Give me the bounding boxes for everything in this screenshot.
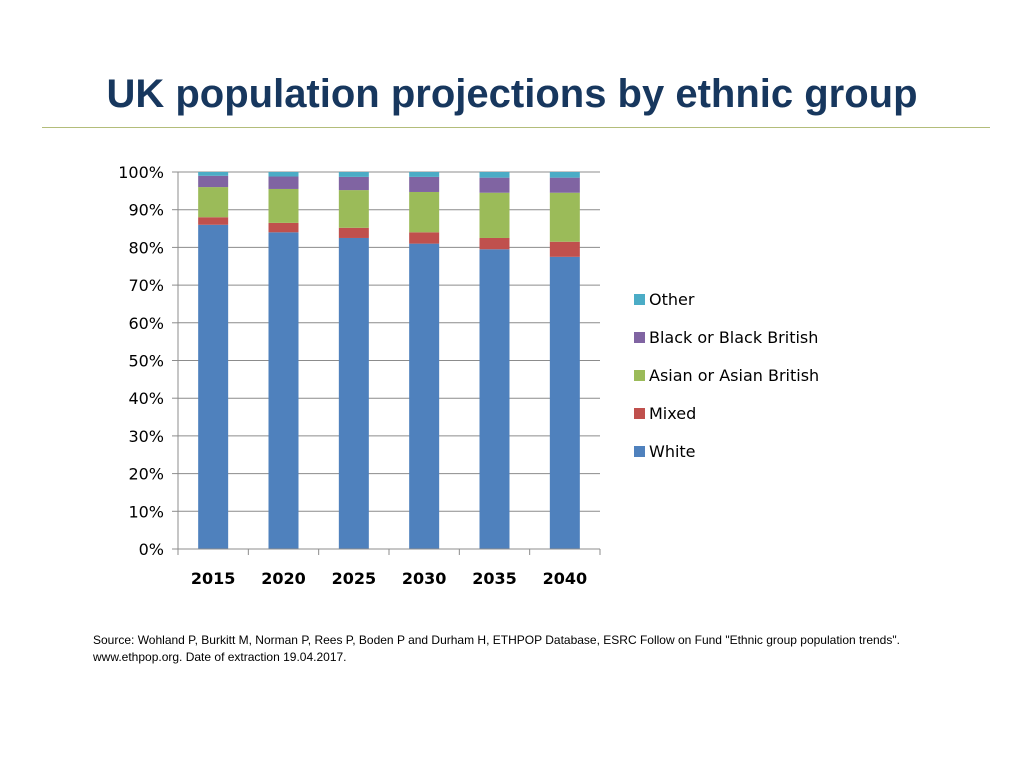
y-tick-label: 30% xyxy=(128,427,164,446)
source-citation: Source: Wohland P, Burkitt M, Norman P, … xyxy=(93,633,900,664)
legend-swatch xyxy=(634,294,645,305)
legend-label: Other xyxy=(649,290,695,309)
bar-segment-white-2015 xyxy=(198,224,229,549)
bar-segment-mixed-2020 xyxy=(268,222,299,233)
x-tick-label: 2035 xyxy=(472,569,517,588)
x-tick-label: 2025 xyxy=(332,569,377,588)
title-divider xyxy=(42,127,990,128)
chart-svg: 0%10%20%30%40%50%60%70%80%90%100% 2015 20… xyxy=(118,163,819,588)
bar-segment-other-2015 xyxy=(198,172,229,176)
bar-segment-other-2025 xyxy=(338,172,369,177)
bar-segment-other-2040 xyxy=(549,172,580,178)
bar-segment-white-2020 xyxy=(268,232,299,549)
bar-segment-other-2035 xyxy=(479,172,510,178)
bar-segment-mixed-2035 xyxy=(479,237,510,250)
y-axis-tick-labels: 0% 10% 20% 30% 40% 50% 60% 70% 80% 90% 100% xyxy=(118,163,164,559)
x-tick-label: 2030 xyxy=(402,569,447,588)
x-axis-tick-labels: 2015 2020 2025 2030 2035 2040 xyxy=(191,569,587,588)
legend-swatch xyxy=(634,446,645,457)
legend-label: Asian or Asian British xyxy=(649,366,819,385)
y-tick-label: 50% xyxy=(128,352,164,371)
bar-segment-asian-or-asian-british-2020 xyxy=(268,188,299,223)
legend-label: Mixed xyxy=(649,404,696,423)
bar-segment-black-or-black-british-2030 xyxy=(409,176,440,192)
bar-segment-black-or-black-british-2025 xyxy=(338,176,369,191)
x-tick-label: 2020 xyxy=(261,569,306,588)
bar-segment-asian-or-asian-british-2030 xyxy=(409,191,440,233)
x-tick-label: 2040 xyxy=(543,569,588,588)
y-tick-label: 20% xyxy=(128,465,164,484)
bar-segment-mixed-2030 xyxy=(409,232,440,244)
bar-segment-asian-or-asian-british-2025 xyxy=(338,190,369,228)
axes xyxy=(172,171,601,555)
stacked-bar-chart: 0% 10% 20% 30% 40% 50% 60% 70% 80% 90% 100% 2015 20… xyxy=(90,150,850,600)
bar-segment-black-or-black-british-2015 xyxy=(198,175,229,188)
bar-segment-asian-or-asian-british-2015 xyxy=(198,187,229,218)
bar-segment-asian-or-asian-british-2040 xyxy=(549,192,580,242)
legend-label: Black or Black British xyxy=(649,328,818,347)
bar-segment-black-or-black-british-2020 xyxy=(268,176,299,189)
y-tick-label: 60% xyxy=(128,314,164,333)
legend: Other Black or Black British Asian or Asia… xyxy=(634,290,819,461)
bar-segment-black-or-black-british-2035 xyxy=(479,177,510,193)
y-tick-label: 10% xyxy=(128,502,164,521)
y-tick-label: 100% xyxy=(118,163,164,182)
bar-segment-black-or-black-british-2040 xyxy=(549,177,580,193)
legend-label: White xyxy=(649,442,696,461)
legend-swatch xyxy=(634,370,645,381)
bar-segment-mixed-2015 xyxy=(198,217,229,225)
bar-segment-white-2025 xyxy=(338,237,369,549)
bar-segment-mixed-2025 xyxy=(338,227,369,238)
gridlines xyxy=(178,171,600,512)
x-tick-label: 2015 xyxy=(191,569,236,588)
bar-segment-mixed-2040 xyxy=(549,241,580,257)
y-tick-label: 40% xyxy=(128,389,164,408)
bars xyxy=(198,172,580,549)
bar-segment-asian-or-asian-british-2035 xyxy=(479,192,510,238)
y-tick-label: 90% xyxy=(128,201,164,220)
bar-segment-white-2040 xyxy=(549,256,580,549)
slide-title: UK population projections by ethnic grou… xyxy=(106,72,918,116)
bar-segment-white-2035 xyxy=(479,249,510,549)
legend-swatch xyxy=(634,408,645,419)
y-tick-label: 0% xyxy=(139,540,164,559)
y-tick-label: 80% xyxy=(128,238,164,257)
y-tick-label: 70% xyxy=(128,276,164,295)
bar-segment-other-2020 xyxy=(268,172,299,177)
legend-swatch xyxy=(634,332,645,343)
bar-segment-other-2030 xyxy=(409,172,440,177)
bar-segment-white-2030 xyxy=(409,243,440,549)
